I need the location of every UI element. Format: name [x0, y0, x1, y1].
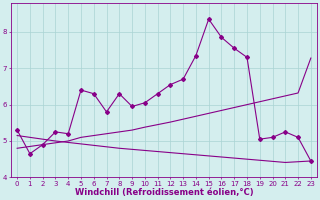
X-axis label: Windchill (Refroidissement éolien,°C): Windchill (Refroidissement éolien,°C)	[75, 188, 253, 197]
